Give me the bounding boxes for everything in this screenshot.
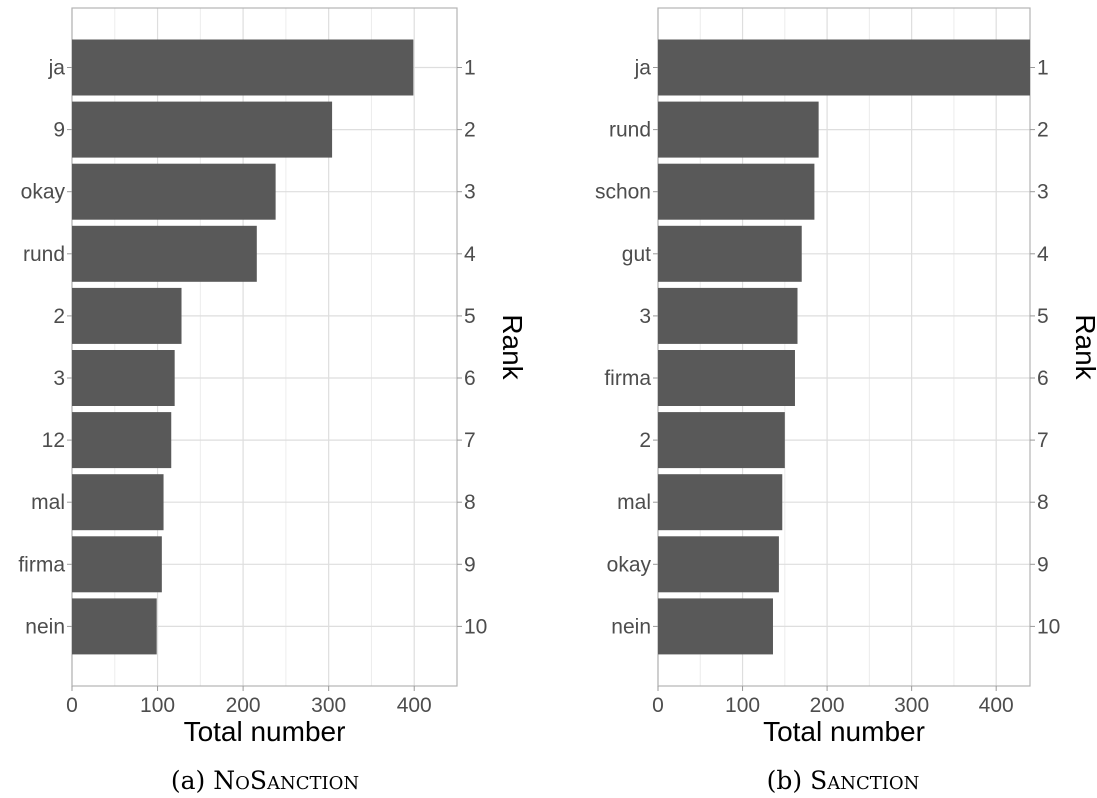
- bar: [658, 536, 779, 593]
- x-tick-label: 400: [979, 694, 1014, 717]
- rank-label: 3: [1037, 181, 1049, 204]
- category-label: 3: [53, 367, 65, 390]
- rank-label: 2: [1037, 119, 1049, 142]
- rank-label: 9: [1037, 553, 1049, 576]
- x-axis-title: Total number: [184, 716, 346, 747]
- x-tick-label: 0: [652, 694, 664, 717]
- x-axis-title: Total number: [763, 716, 925, 747]
- category-label: 2: [53, 305, 65, 328]
- category-label: schon: [595, 181, 651, 204]
- rank-label: 1: [464, 57, 476, 80]
- bar: [72, 39, 414, 96]
- x-tick-label: 200: [810, 694, 845, 717]
- caption-prefix: (b): [767, 766, 810, 795]
- bar: [72, 350, 175, 406]
- bar: [658, 101, 819, 158]
- caption-name: Sanction: [810, 766, 919, 795]
- rank-label: 7: [1037, 429, 1049, 452]
- category-label: rund: [23, 243, 65, 266]
- bar: [72, 412, 172, 469]
- rank-label: 9: [464, 553, 476, 576]
- bar: [658, 225, 802, 282]
- category-label: firma: [604, 367, 651, 390]
- bar: [72, 474, 164, 531]
- category-label: gut: [622, 243, 651, 266]
- category-label: mal: [31, 491, 65, 514]
- bar: [72, 163, 276, 220]
- x-tick-label: 300: [894, 694, 929, 717]
- bar: [658, 287, 798, 344]
- rank-label: 8: [1037, 491, 1049, 514]
- rank-label: 3: [464, 181, 476, 204]
- bar: [658, 350, 795, 406]
- rank-label: 8: [464, 491, 476, 514]
- bar: [658, 163, 815, 220]
- panel-border: [657, 7, 1031, 687]
- caption-prefix: (a): [171, 766, 213, 795]
- category-label: 9: [53, 119, 65, 142]
- rank-label: 4: [464, 243, 476, 266]
- rank-label: 5: [464, 305, 476, 328]
- category-label: firma: [18, 553, 65, 576]
- x-tick-label: 100: [140, 694, 175, 717]
- rank-label: 7: [464, 429, 476, 452]
- x-tick-label: 200: [226, 694, 261, 717]
- rank-label: 5: [1037, 305, 1049, 328]
- caption-name: NoSanction: [213, 766, 359, 795]
- rank-label: 1: [1037, 57, 1049, 80]
- x-tick-label: 300: [311, 694, 346, 717]
- bar: [658, 39, 1030, 96]
- bar: [72, 536, 162, 593]
- chart-panel-2: ja 1 rund 2 schon 3 gut 4 3 5 firma 6 2 7 mal 8 okay 9 nei…: [595, 7, 1097, 795]
- bar: [72, 287, 182, 344]
- category-label: 12: [42, 429, 65, 452]
- category-label: nein: [611, 615, 651, 638]
- panel-caption: (a) NoSanction: [171, 766, 359, 795]
- rank-label: 6: [464, 367, 476, 390]
- rank-label: 4: [1037, 243, 1049, 266]
- x-tick-label: 0: [66, 694, 78, 717]
- category-label: nein: [25, 615, 65, 638]
- category-label: ja: [634, 57, 652, 80]
- rank-axis-title: Rank: [497, 314, 528, 380]
- bar: [658, 598, 773, 655]
- bar: [658, 412, 785, 469]
- panel-border: [71, 7, 458, 687]
- category-label: ja: [48, 57, 66, 80]
- category-label: okay: [21, 181, 66, 204]
- category-label: 3: [639, 305, 651, 328]
- rank-label: 10: [464, 615, 487, 638]
- rank-label: 10: [1037, 615, 1060, 638]
- category-label: 2: [639, 429, 651, 452]
- category-label: mal: [617, 491, 651, 514]
- x-tick-label: 100: [725, 694, 760, 717]
- x-tick-label: 400: [397, 694, 432, 717]
- bar: [72, 101, 333, 158]
- category-label: rund: [609, 119, 651, 142]
- bar: [72, 225, 257, 282]
- category-label: okay: [607, 553, 652, 576]
- rank-label: 6: [1037, 367, 1049, 390]
- bar: [72, 598, 157, 655]
- rank-label: 2: [464, 119, 476, 142]
- rank-axis-title: Rank: [1070, 314, 1097, 380]
- panel-caption: (b) Sanction: [767, 766, 920, 795]
- bar: [658, 474, 783, 531]
